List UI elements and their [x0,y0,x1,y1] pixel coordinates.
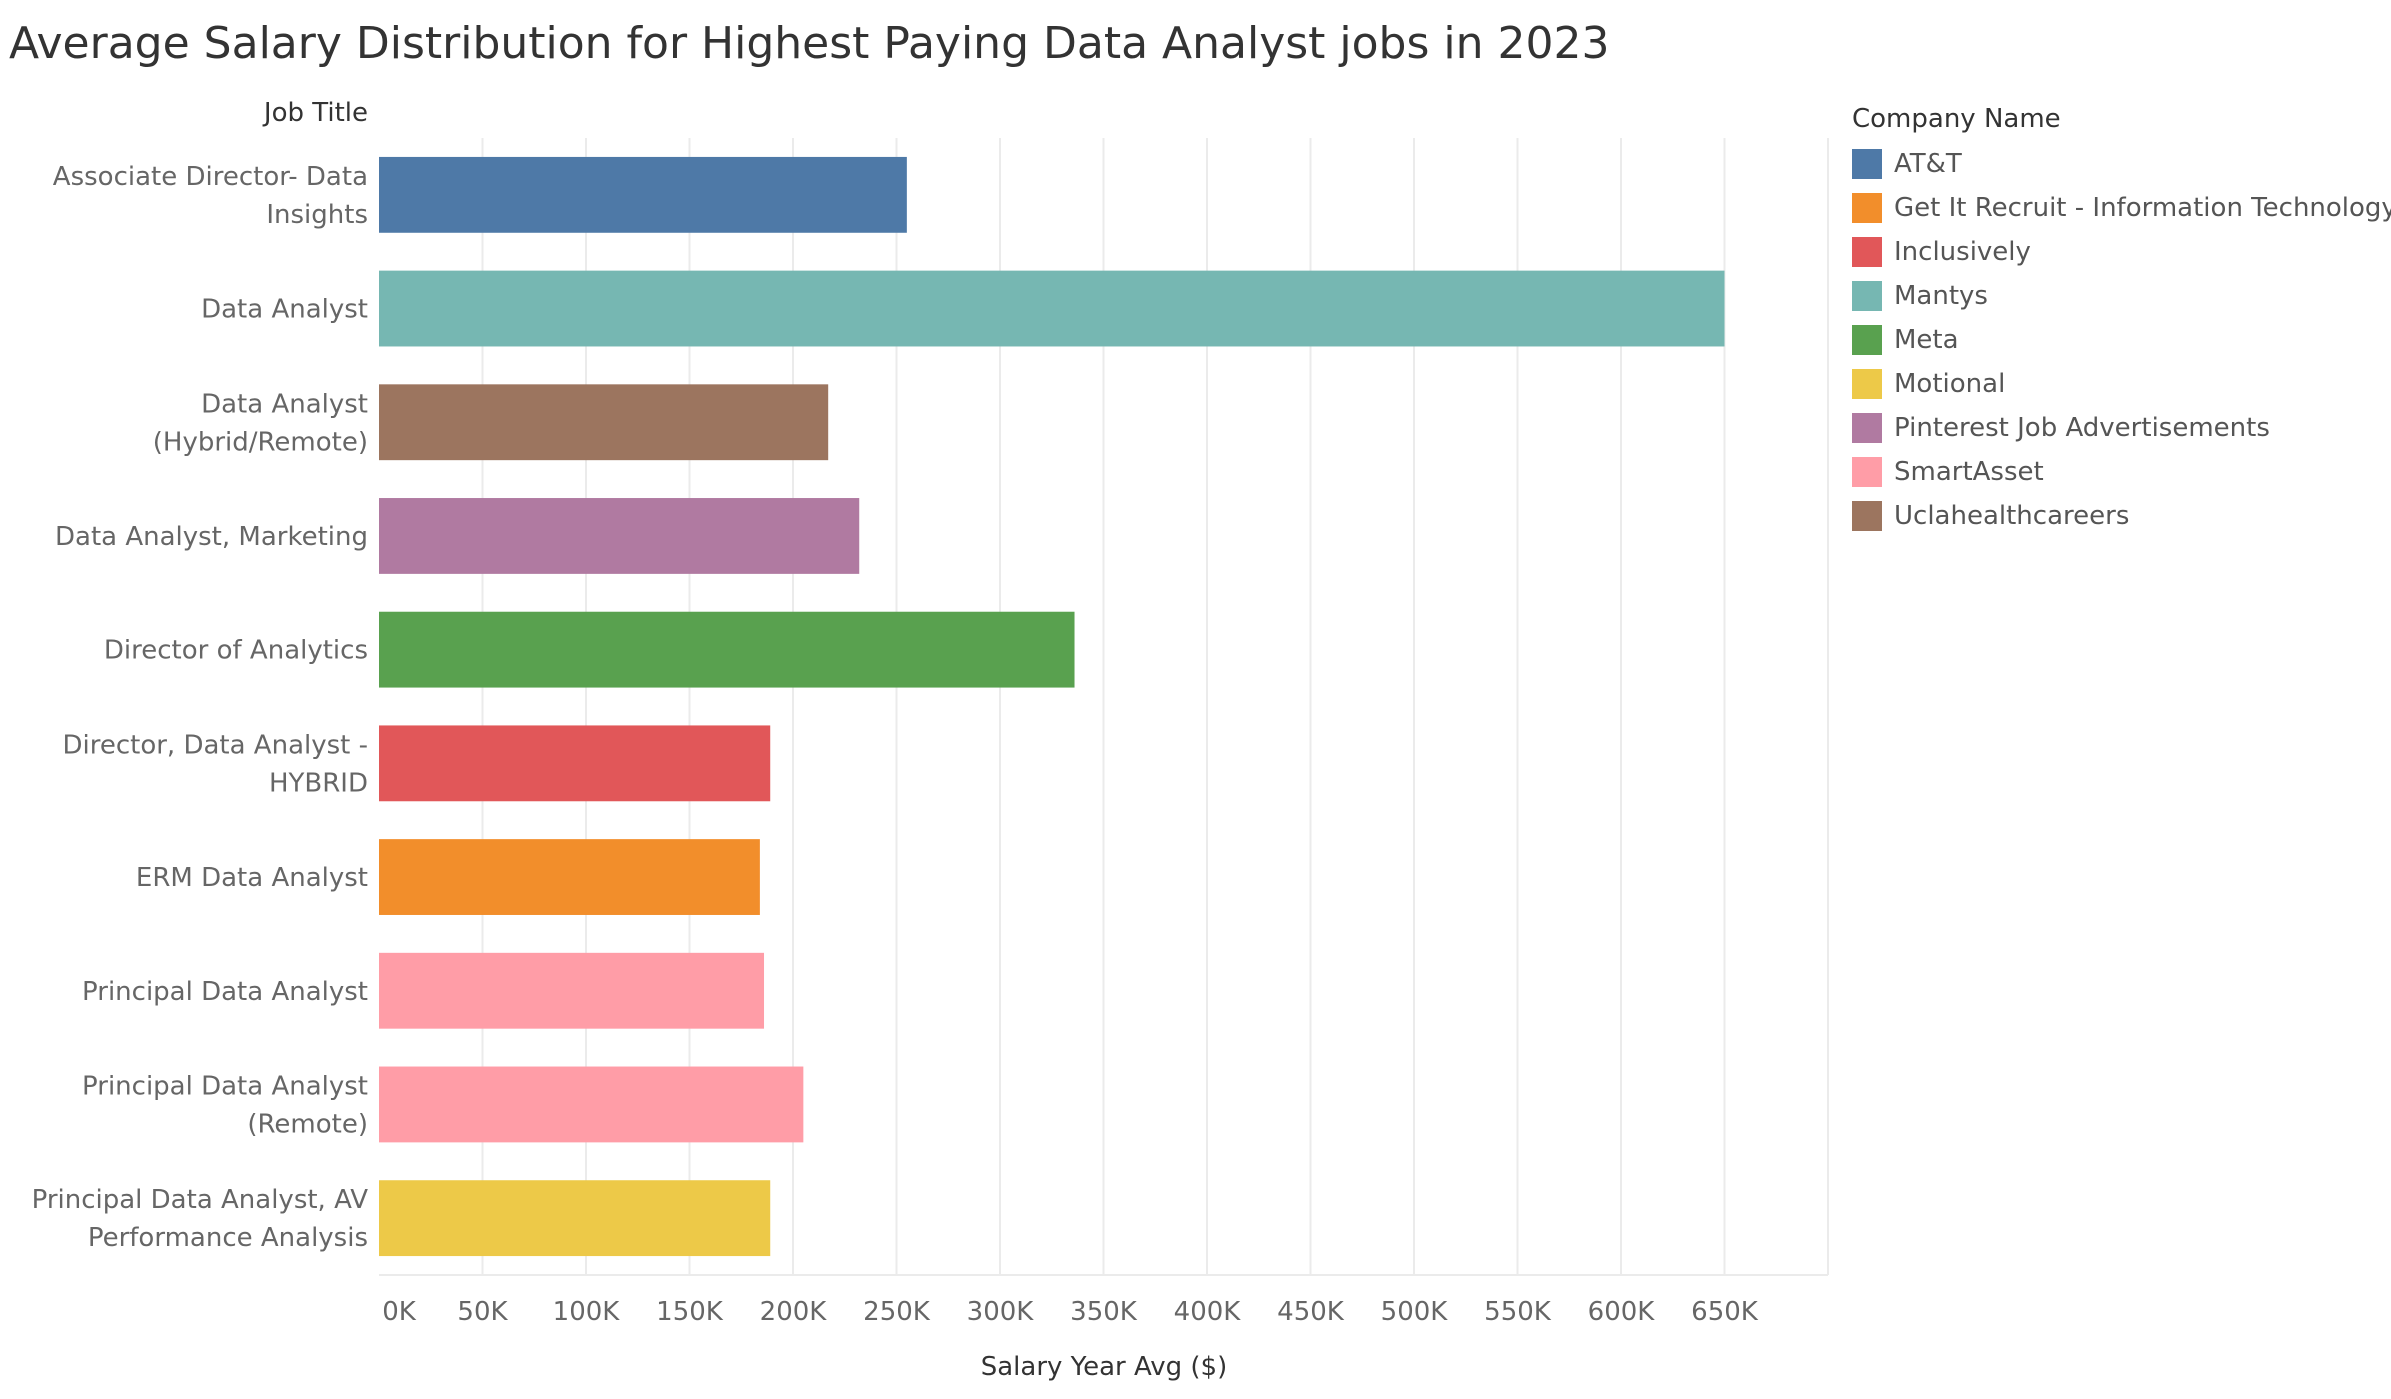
legend-swatch [1852,149,1882,179]
legend-label: Uclahealthcareers [1894,501,2130,531]
category-label-line: Associate Director- Data [53,162,368,192]
category-label-line: Performance Analysis [88,1223,368,1253]
legend-label: Pinterest Job Advertisements [1894,413,2270,443]
category-label-9: Principal Data Analyst (Remote) [82,1071,368,1139]
x-tick-label-250K: 250K [863,1297,931,1327]
legend-swatch [1852,325,1882,355]
category-label-line: Principal Data Analyst, AV [32,1185,369,1215]
x-axis-title: Salary Year Avg ($) [981,1352,1228,1382]
x-tick-label-150K: 150K [656,1297,724,1327]
category-label-line: Data Analyst [201,295,368,325]
x-tick-label-550K: 550K [1484,1297,1552,1327]
legend-swatch [1852,281,1882,311]
legend-item[interactable]: SmartAsset [1852,450,2391,494]
bars [379,156,1725,1257]
legend-items: AT&T Get It Recruit - Information Technol… [1852,142,2391,538]
legend-label: Inclusively [1894,237,2031,267]
category-label-10: Principal Data Analyst, AV Performance An… [32,1185,369,1253]
category-label-line: Principal Data Analyst [82,1071,368,1101]
bar-9 [379,1066,804,1143]
legend-swatch [1852,237,1882,267]
bar-8 [379,952,765,1029]
category-label-6: Director, Data Analyst - HYBRID [62,730,368,798]
x-tick-label-600K: 600K [1588,1297,1656,1327]
bar-7 [379,839,760,915]
x-tick-label-400K: 400K [1174,1297,1242,1327]
category-label-8: Principal Data Analyst [82,977,368,1007]
category-label-line: ERM Data Analyst [136,863,368,893]
bar-3 [379,384,829,461]
category-label-1: Associate Director- Data Insights [53,162,368,230]
legend-item[interactable]: Meta [1852,318,2391,362]
category-label-7: ERM Data Analyst [136,863,368,893]
legend-item[interactable]: Get It Recruit - Information Technology [1852,186,2391,230]
bar-1 [379,156,907,233]
category-label-line: (Hybrid/Remote) [153,427,368,457]
category-label-3: Data Analyst (Hybrid/Remote) [153,389,368,457]
chart-title: Average Salary Distribution for Highest … [9,18,1610,69]
category-label-2: Data Analyst [201,295,368,325]
x-tick-label-450K: 450K [1277,1297,1345,1327]
x-tick-label-350K: 350K [1070,1297,1138,1327]
legend-label: AT&T [1894,149,1962,179]
category-labels: Associate Director- Data Insights Data Ana… [32,162,369,1253]
bar-5 [379,611,1075,688]
category-label-line: Principal Data Analyst [82,977,368,1007]
x-tick-label-500K: 500K [1381,1297,1449,1327]
x-tick-label-0K: 0K [382,1297,417,1327]
bar-4 [379,498,860,574]
legend-swatch [1852,501,1882,531]
legend: Company Name AT&T Get It Recruit - Inform… [1852,104,2391,538]
x-tick-label-200K: 200K [760,1297,828,1327]
bar-2 [379,270,1725,347]
category-label-line: Director of Analytics [104,636,368,666]
category-label-line: Data Analyst [201,389,368,419]
legend-label: Get It Recruit - Information Technology [1894,193,2391,223]
legend-item[interactable]: Pinterest Job Advertisements [1852,406,2391,450]
legend-item[interactable]: Mantys [1852,274,2391,318]
x-tick-label-650K: 650K [1691,1297,1759,1327]
category-label-line: Insights [266,200,368,230]
legend-item[interactable]: Inclusively [1852,230,2391,274]
category-label-4: Data Analyst, Marketing [55,522,368,552]
bar-10 [379,1180,771,1257]
legend-item[interactable]: Motional [1852,362,2391,406]
legend-swatch [1852,457,1882,487]
x-tick-label-300K: 300K [967,1297,1035,1327]
legend-title: Company Name [1852,104,2061,134]
legend-swatch [1852,369,1882,399]
category-label-line: Director, Data Analyst - [62,730,368,760]
legend-swatch [1852,193,1882,223]
category-label-line: (Remote) [247,1109,368,1139]
legend-item[interactable]: Uclahealthcareers [1852,494,2391,538]
bar-6 [379,725,771,802]
x-tick-label-100K: 100K [553,1297,621,1327]
category-label-line: HYBRID [269,768,368,798]
x-axis-ticks: 0K 50K 100K 150K 200K 250K 300K 350K 400K 450K 500… [382,1297,1759,1327]
x-tick-label-50K: 50K [457,1297,508,1327]
legend-label: SmartAsset [1894,457,2044,487]
category-label-5: Director of Analytics [104,636,368,666]
y-axis-title: Job Title [262,98,368,128]
legend-item[interactable]: AT&T [1852,142,2391,186]
legend-label: Mantys [1894,281,1988,311]
legend-label: Meta [1894,325,1959,355]
legend-label: Motional [1894,369,2006,399]
category-label-line: Data Analyst, Marketing [55,522,368,552]
legend-swatch [1852,413,1882,443]
